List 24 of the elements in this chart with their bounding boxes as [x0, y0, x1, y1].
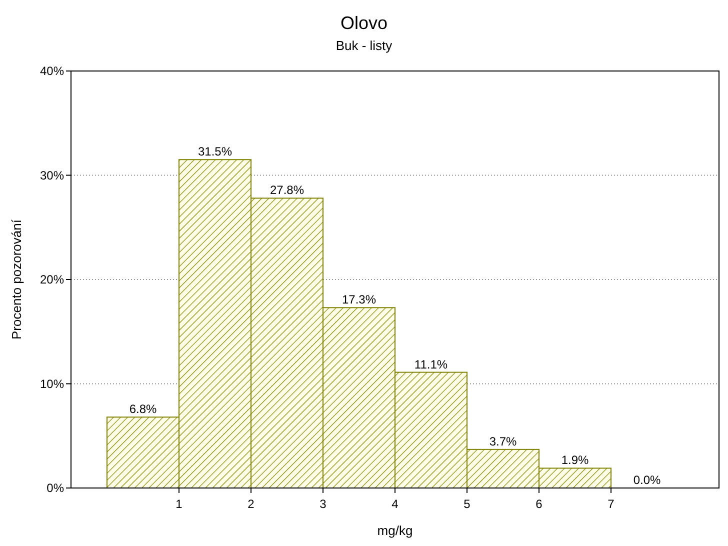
data-label: 6.8%: [129, 402, 157, 416]
y-tick-label: 10%: [40, 376, 64, 391]
y-tick-label: 30%: [40, 168, 64, 182]
x-tick-label: 1: [176, 497, 183, 511]
x-tick-label: 5: [464, 497, 471, 511]
x-tick-label: 6: [536, 497, 543, 511]
data-label: 27.8%: [270, 183, 304, 198]
chart-subtitle: Buk - listy: [336, 38, 393, 53]
x-tick-label: 3: [320, 497, 327, 511]
y-axis-title: Procento pozorování: [9, 219, 24, 340]
y-tick-label: 0%: [46, 481, 64, 495]
x-tick-label: 2: [248, 497, 255, 511]
data-label: 31.5%: [198, 144, 232, 159]
data-label: 1.9%: [561, 453, 589, 468]
x-tick-label: 7: [608, 497, 615, 511]
data-label: 17.3%: [342, 292, 376, 307]
data-label: 11.1%: [414, 357, 448, 372]
x-tick-label: 4: [392, 497, 399, 511]
data-label: 0.0%: [633, 473, 661, 487]
y-tick-label: 20%: [40, 272, 64, 286]
x-axis-title: mg/kg: [377, 523, 413, 538]
y-tick-label: 40%: [40, 64, 64, 78]
data-label: 3.7%: [489, 434, 517, 448]
chart-title: Olovo: [340, 13, 388, 33]
